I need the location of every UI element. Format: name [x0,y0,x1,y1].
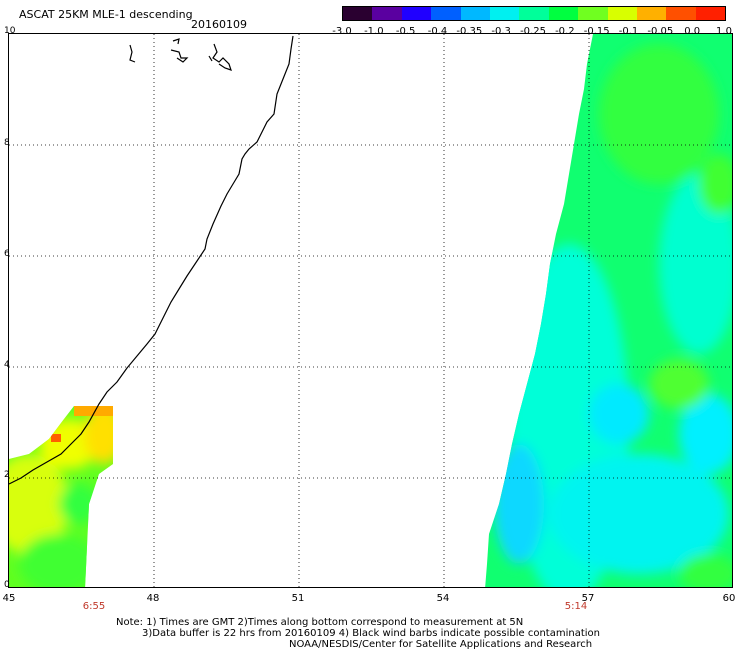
colorbar-tick-label: -1.0 [364,26,384,37]
colorbar-tick-label: -0.5 [395,26,416,37]
swath-right [485,34,732,587]
x-tick-label: 54 [436,593,450,604]
colorbar-segment [519,7,549,20]
colorbar-segment [401,7,432,20]
colorbar-tick-label: 0.0 [684,26,701,37]
map-svg [9,34,732,587]
colorbar-tick-label: -0.3 [491,26,511,37]
colorbar-labels: -3.0 -1.0 -0.5 -0.4 -0.35 -0.3 -0.25 -0.2 -0.15-… [330,26,732,38]
colorbar-segment [460,7,490,20]
footnote-line-2: 3)Data buffer is 22 hrs from 20160109 4)… [142,628,600,639]
chart-title: ASCAT 25KM MLE-1 descending [19,8,193,21]
colorbar-tick-label: -0.1 [618,26,639,37]
colorbar-segment [578,7,608,20]
colorbar-segment [666,7,696,20]
colorbar-segment [548,7,579,20]
colorbar-tick-label: -0.4 [427,26,448,37]
colorbar-segment [695,7,725,20]
colorbar-segment [489,7,520,20]
colorbar-tick-label: -0.35 [456,26,483,37]
x-tick-label: 51 [291,593,305,604]
colorbar [342,6,726,21]
date-label: 20160109 [191,18,247,31]
pass-time-label: 6:55 [82,601,106,612]
y-tick-label: 4 [4,360,10,370]
swath-left [9,406,113,587]
colorbar-segment [372,7,402,20]
colorbar-tick-label: -0.05 [647,26,674,37]
x-tick-label: 60 [722,593,736,604]
colorbar-segment [431,7,461,20]
x-tick-label: 48 [146,593,160,604]
y-tick-label: 8 [4,138,10,148]
colorbar-tick-label: -0.25 [520,26,546,37]
colorbar-tick-label: -0.2 [555,26,575,37]
pass-time-label: 5:14 [564,601,588,612]
footnote-line-3: NOAA/NESDIS/Center for Satellite Applica… [289,639,593,650]
colorbar-segment [636,7,667,20]
x-tick-label: 57 [581,593,595,604]
colorbar-tick-label: -0.15 [583,26,610,37]
y-tick-label: 6 [4,249,10,259]
y-tick-label: 10 [4,26,16,36]
x-tick-label: 45 [2,593,16,604]
footnote-line-1: Note: 1) Times are GMT 2)Times along bot… [116,617,524,628]
colorbar-tick-label: 1.0 [716,26,732,37]
y-tick-label: 0 [4,580,10,590]
y-tick-label: 2 [4,470,10,480]
colorbar-segment [343,7,373,20]
coastline [9,35,294,485]
map-plot-area [8,33,733,588]
grid-lines [9,34,732,587]
colorbar-tick-label: -3.0 [332,26,352,37]
colorbar-segment [607,7,637,20]
